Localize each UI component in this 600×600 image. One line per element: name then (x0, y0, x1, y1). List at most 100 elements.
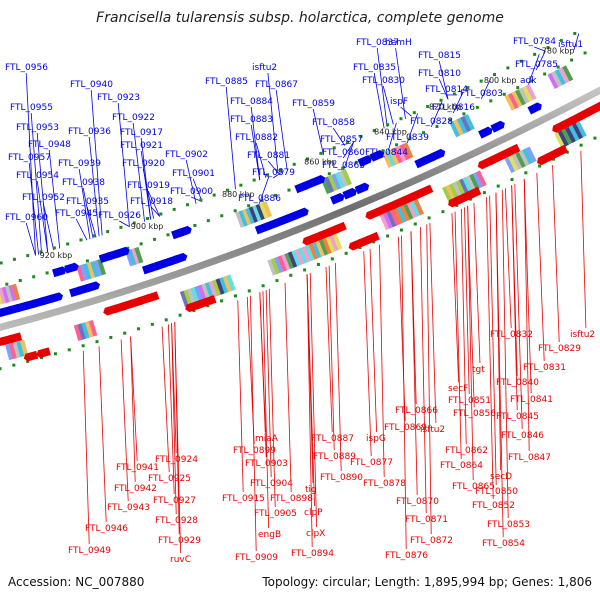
reverse-gene-label: FTL_0943 (107, 503, 150, 513)
forward-gene-label: FTL_0901 (172, 169, 215, 179)
forward-gene-label: FTL_0900 (170, 187, 213, 197)
cog-color-block (242, 208, 252, 226)
tick-mark (52, 246, 56, 250)
leader-line (78, 168, 91, 240)
forward-gene-label: FTL_0945 (55, 209, 98, 219)
forward-gene-arrow (48, 292, 64, 304)
tick-mark (489, 99, 493, 103)
tick-mark (448, 118, 452, 122)
cog-color-block (445, 184, 456, 201)
leader-line (473, 202, 481, 364)
leader-line (454, 211, 462, 460)
cog-color-block (507, 155, 519, 172)
cog-color-block (215, 278, 225, 295)
cog-color-block (97, 258, 107, 276)
leader-line (535, 50, 546, 71)
tick-mark (153, 237, 157, 241)
reverse-gene-label: clpX (306, 529, 325, 539)
leader-line (75, 218, 88, 241)
leader-line (480, 78, 491, 100)
tick-mark (287, 188, 291, 192)
cog-color-block (396, 145, 407, 162)
cog-color-block (403, 142, 414, 159)
accession-text: Accession: NC_007880 (8, 575, 145, 589)
cog-color-block (12, 341, 21, 359)
forward-gene-arrow (490, 120, 505, 133)
cog-color-block (385, 150, 396, 167)
cog-color-block (8, 342, 17, 360)
cog-color-block (329, 234, 340, 252)
leader-line (342, 141, 355, 159)
cog-color-block (515, 89, 526, 106)
cog-color-block (396, 206, 407, 223)
cog-color-block (204, 282, 215, 299)
forward-gene-label: FTL_0859 (292, 99, 335, 109)
tick-mark (0, 261, 3, 265)
cog-color-track-reverse (5, 121, 587, 361)
tick-mark (538, 164, 542, 168)
cog-color-block (465, 175, 477, 192)
forward-gene-arrow (342, 187, 357, 200)
cog-color-block (334, 171, 345, 189)
cog-color-block (456, 117, 468, 134)
cog-color-block (179, 290, 190, 308)
forward-gene-label: FTL_0926 (98, 211, 141, 221)
cog-color-block (568, 124, 580, 142)
tick-mark (233, 294, 237, 298)
genome-summary-text: Topology: circular; Length: 1,895,994 bp… (262, 575, 592, 589)
cog-color-block (464, 114, 475, 131)
forward-gene-arrow (64, 262, 79, 274)
kbp-scale-label: 820 kbp (429, 102, 462, 111)
forward-gene-label: FTL_0954 (16, 171, 59, 181)
cog-color-block (462, 176, 474, 194)
forward-gene-label: FTL_0858 (312, 118, 355, 128)
leader-line (309, 273, 317, 528)
cog-color-block (403, 203, 414, 220)
leader-line (325, 266, 333, 433)
leader-line (369, 248, 377, 433)
reverse-gene-label: FTL_0840 (496, 378, 539, 388)
leader-line (130, 336, 138, 462)
leader-line (335, 263, 342, 472)
map-title: Francisella tularensis subsp. holarctica… (96, 10, 504, 26)
tick-mark (67, 348, 71, 352)
leader-line (306, 274, 315, 507)
reverse-gene-arrow (365, 231, 380, 244)
cog-color-block (308, 243, 319, 260)
tick-mark (510, 177, 514, 181)
tick-mark (79, 238, 83, 242)
leader-line (523, 179, 532, 394)
forward-gene-label: hemH (385, 38, 412, 48)
tick-mark (303, 268, 307, 272)
genome-backbone (0, 86, 600, 331)
forward-gene-label: FTL_0835 (353, 63, 396, 73)
leader-line (275, 89, 288, 170)
cog-color-block (86, 262, 96, 279)
forward-gene-label: FTL_0883 (230, 115, 273, 125)
tick-mark (0, 367, 2, 371)
forward-gene-label: FTL_0957 (8, 153, 51, 163)
forward-gene-label: FTL_0956 (5, 63, 48, 73)
reverse-gene-arrow (505, 143, 521, 156)
forward-gene-label: FTL_0882 (235, 133, 278, 143)
tick-mark (32, 275, 36, 279)
reverse-gene-label: miaA (255, 434, 279, 444)
forward-gene-label: FTL_0886 (238, 194, 281, 204)
cog-color-block (93, 259, 103, 277)
tick-mark (573, 31, 577, 35)
forward-gene-label: FTL_0881 (247, 151, 290, 161)
cog-color-block (128, 248, 138, 266)
tick-mark (66, 242, 70, 246)
tick-mark (583, 51, 587, 55)
leader-line (28, 162, 39, 255)
cog-color-block (562, 65, 574, 82)
tick-mark (482, 191, 486, 195)
tick-mark (193, 223, 197, 227)
forward-gene-arrow (264, 219, 280, 231)
leader-line (460, 208, 467, 445)
reverse-gene-arrow (466, 186, 482, 199)
leader-line (534, 46, 546, 52)
cog-color-block (448, 183, 460, 200)
tick-mark (399, 117, 403, 121)
tick-mark (502, 92, 506, 96)
